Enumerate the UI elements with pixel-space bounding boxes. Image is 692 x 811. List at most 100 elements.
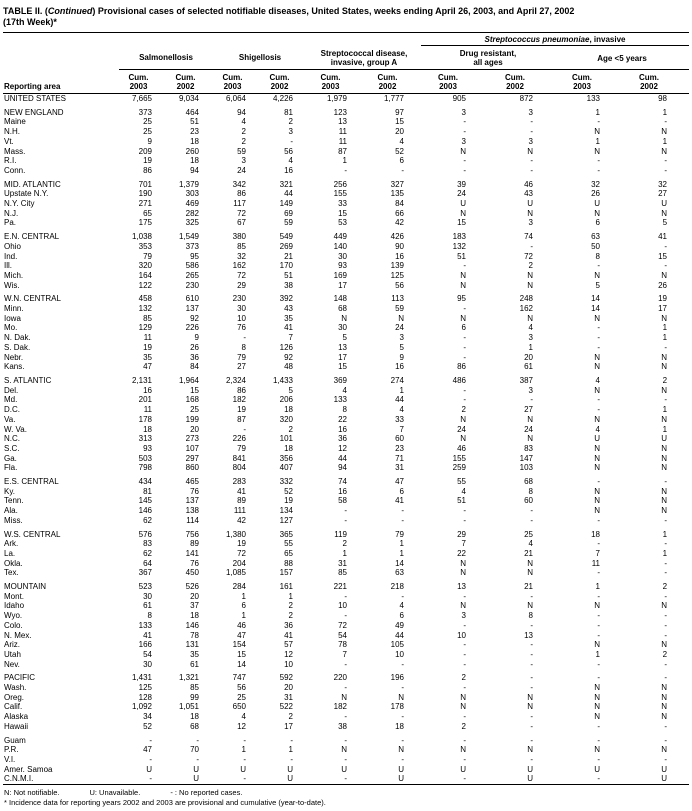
value-cell: -: [597, 630, 600, 640]
spn-species-label: Streptococcus pneumoniae: [484, 35, 590, 44]
table-row: Ind. 79 95 32 21 30 16 51 72 8 15: [3, 252, 689, 262]
value-cell: N: [460, 702, 466, 712]
value-cell: -: [530, 735, 533, 745]
value-cell: -: [530, 506, 533, 516]
value-cell: 33: [395, 414, 404, 424]
reporting-area-cell: N.C.: [4, 434, 20, 444]
table-row: La. 62 141 72 65 1 1 22 21 7 1: [3, 549, 689, 559]
value-cell: N: [594, 414, 600, 424]
value-cell: 122: [138, 280, 152, 290]
value-cell: 32: [591, 179, 600, 189]
reporting-area-cell: PACIFIC: [4, 673, 35, 683]
value-cell: 10: [457, 630, 466, 640]
table-row: N. Mex. 41 78 47 41 54 44 10 13 - -: [3, 631, 689, 641]
value-cell: 47: [143, 362, 152, 372]
table-row: W.S. CENTRAL 576 756 1,380 365 119 79 29 25 18 1: [3, 526, 689, 540]
value-cell: U: [661, 199, 668, 209]
value-cell: 131: [185, 640, 199, 650]
value-cell: -: [664, 539, 668, 549]
reporting-area-cell: Mass.: [4, 146, 26, 156]
value-cell: N: [460, 434, 466, 444]
value-cell: N: [594, 486, 600, 496]
value-cell: 4: [595, 375, 600, 385]
value-cell: 701: [138, 179, 152, 189]
spn-rest-label: , invasive: [589, 35, 626, 44]
value-cell: 320: [138, 261, 152, 271]
value-cell: N: [661, 352, 668, 362]
value-cell: 35: [284, 313, 293, 323]
table-row: E.S. CENTRAL 434 465 283 332 74 47 55 68 - -: [3, 473, 689, 487]
value-cell: -: [344, 515, 347, 525]
value-cell: -: [290, 735, 293, 745]
value-cell: 53: [338, 218, 347, 228]
value-cell: 132: [138, 304, 152, 314]
value-cell: 71: [395, 453, 404, 463]
value-cell: 9: [399, 352, 404, 362]
value-cell: N: [527, 208, 533, 218]
value-cell: 1,380: [225, 529, 246, 539]
value-cell: 79: [143, 251, 152, 261]
value-cell: 59: [237, 146, 246, 156]
table-header: Reporting area Streptococcus pneumoniae,…: [3, 32, 690, 94]
value-cell: 59: [395, 304, 404, 314]
value-cell: 1: [662, 107, 668, 117]
value-cell: -: [119, 774, 166, 786]
reporting-area-cell: Mont.: [4, 591, 25, 601]
value-cell: 1,085: [225, 568, 246, 578]
value-cell: 3: [528, 333, 533, 343]
value-cell: 85: [190, 683, 199, 693]
header-row-groups: Salmonellosis Shigellosis Streptococcal …: [3, 45, 690, 70]
value-cell: N: [398, 745, 404, 755]
value-cell: 44: [395, 395, 404, 405]
value-cell: 4: [241, 712, 246, 722]
value-cell: 46: [457, 443, 466, 453]
value-cell: N: [341, 313, 347, 323]
value-cell: 46: [524, 179, 533, 189]
reporting-area-cell: Miss.: [4, 515, 23, 525]
value-cell: N: [661, 745, 668, 755]
value-cell: 52: [395, 146, 404, 156]
value-cell: N: [527, 414, 533, 424]
value-cell: -: [307, 774, 364, 786]
value-cell: 79: [237, 352, 246, 362]
value-cell: 22: [338, 414, 347, 424]
value-cell: 14: [591, 304, 600, 314]
value-cell: 81: [143, 486, 152, 496]
value-cell: 51: [284, 270, 293, 280]
value-cell: -: [530, 156, 533, 166]
value-cell: 18: [190, 136, 199, 146]
value-cell: 50: [591, 241, 600, 251]
value-cell: 43: [524, 189, 533, 199]
value-cell: 103: [519, 463, 533, 473]
value-cell: 1,038: [131, 232, 152, 242]
value-cell: N: [594, 463, 600, 473]
value-cell: -: [530, 165, 533, 175]
value-cell: 21: [284, 251, 293, 261]
value-cell: 342: [232, 179, 246, 189]
table-row: Iowa 85 92 10 35 N N N N N N: [3, 314, 689, 324]
table-row: N. Dak. 11 9 - 7 5 3 - 3 - 1: [3, 333, 689, 343]
value-cell: 92: [190, 313, 199, 323]
value-cell: 4: [399, 136, 404, 146]
value-cell: 265: [185, 270, 199, 280]
reporting-area-cell: Tex.: [4, 568, 19, 578]
value-cell: -: [463, 261, 466, 271]
value-cell: 1,549: [178, 232, 199, 242]
value-cell: 1,051: [178, 702, 199, 712]
value-cell: 320: [279, 414, 293, 424]
value-cell: N: [398, 692, 404, 702]
value-cell: 332: [279, 477, 293, 487]
value-cell: -: [243, 424, 246, 434]
value-cell: -: [597, 591, 600, 601]
value-cell: 51: [457, 251, 466, 261]
value-cell: 88: [284, 558, 293, 568]
value-cell: N: [460, 208, 466, 218]
value-cell: 86: [457, 362, 466, 372]
value-cell: 59: [284, 218, 293, 228]
value-cell: 65: [284, 548, 293, 558]
value-cell: N: [460, 745, 466, 755]
reporting-area-cell: Ga.: [4, 453, 17, 463]
value-cell: 464: [185, 107, 199, 117]
table-row: D.C. 11 25 19 18 8 4 2 27 - 1: [3, 405, 689, 415]
table-row: Tenn. 145 137 89 19 58 41 51 60 N N: [3, 496, 689, 506]
